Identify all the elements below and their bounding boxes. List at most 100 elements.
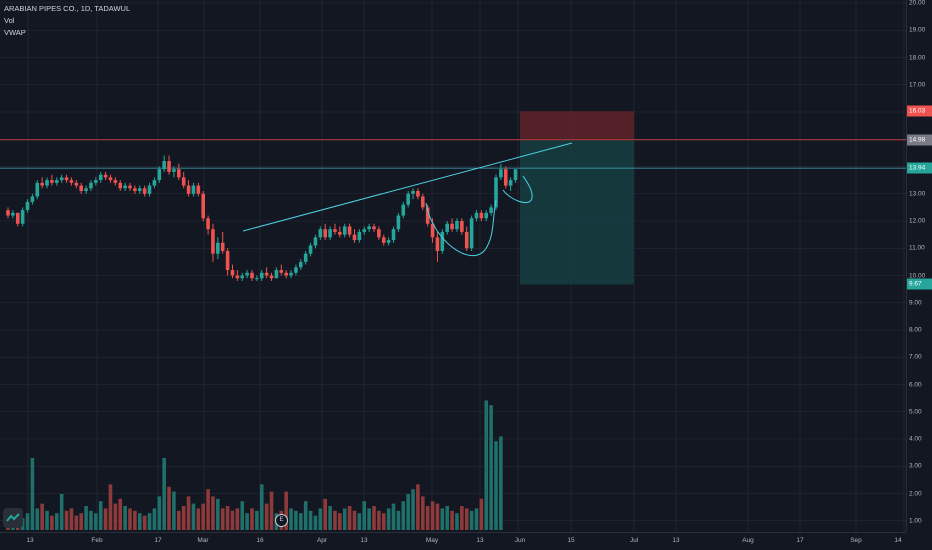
symbol-title[interactable]: ARABIAN PIPES CO., 1D, TADAWUL	[4, 4, 131, 13]
candle-body	[11, 212, 15, 216]
candle-body	[391, 229, 396, 241]
time-tick-label: Jul	[629, 537, 639, 544]
candle-body	[50, 180, 54, 183]
candle-body	[147, 185, 152, 194]
candle-body	[240, 275, 245, 279]
vwap-indicator-label[interactable]: VWAP	[4, 28, 26, 37]
candle-body	[206, 218, 210, 230]
volume-bar	[372, 506, 376, 530]
candle-body	[508, 180, 513, 186]
volume-bar	[123, 506, 127, 530]
price-tick-label: 7.00	[909, 353, 922, 361]
candle-body	[103, 174, 108, 178]
candle-body	[445, 223, 449, 232]
candle-body	[338, 231, 342, 235]
price-chart[interactable]	[0, 0, 906, 532]
volume-bar	[479, 498, 484, 530]
volume-bar	[421, 496, 425, 530]
price-tick-label: 1.00	[909, 517, 922, 525]
volume-bar	[206, 489, 210, 530]
volume-bar	[299, 513, 303, 530]
volume-bar	[250, 508, 254, 530]
volume-bar	[494, 441, 498, 530]
candle-body	[435, 237, 440, 251]
volume-bar	[381, 513, 386, 530]
price-axis[interactable]: 20.0019.0018.0017.0016.0015.0014.0013.00…	[906, 0, 932, 532]
volume-bar	[367, 508, 371, 530]
candle-body	[469, 218, 474, 249]
candle-body	[381, 237, 386, 243]
volume-bar	[201, 503, 205, 530]
volume-bar	[259, 484, 264, 530]
volume-bar	[216, 498, 220, 530]
volume-bar	[338, 513, 342, 530]
time-axis[interactable]: 13 Feb 17 Mar 16 Apr 13 May 13 Jun 15 Jul 13 Aug 17 Sep…	[0, 532, 906, 550]
candle-body	[357, 231, 362, 241]
cup-pattern-drawing	[425, 199, 497, 256]
volume-bar	[157, 496, 162, 530]
price-tick-label: 2.00	[909, 490, 922, 497]
chart-legend: ARABIAN PIPES CO., 1D, TADAWUL Vol VWAP	[4, 3, 130, 39]
candle-body	[89, 182, 93, 189]
volume-bar	[84, 506, 88, 530]
candle-body	[235, 275, 240, 279]
volume-bar	[181, 506, 186, 530]
price-tick-label: 6.00	[909, 381, 922, 388]
volume-bar	[328, 506, 332, 530]
candle-body	[318, 229, 323, 238]
candle-body	[513, 169, 518, 181]
candle-body	[35, 182, 40, 197]
candle-body	[328, 229, 332, 238]
candle-body	[25, 201, 30, 211]
volume-bar	[264, 503, 269, 530]
volume-bar	[147, 513, 152, 530]
volume-bar	[64, 510, 69, 530]
candle-body	[455, 221, 459, 230]
volume-bar	[499, 436, 503, 530]
price-tick-label: 19.00	[909, 26, 926, 34]
volume-bar	[464, 508, 469, 530]
candle-body	[411, 191, 415, 194]
candle-body	[186, 185, 191, 194]
volume-bar	[289, 508, 293, 530]
candle-body	[264, 272, 269, 276]
volume-bar	[40, 503, 44, 530]
candle-body	[79, 185, 83, 192]
candle-body	[269, 275, 274, 279]
candle-body	[494, 177, 498, 208]
candle-body	[55, 180, 59, 183]
candle-body	[274, 270, 279, 279]
volume-indicator-label[interactable]: Vol	[4, 16, 15, 25]
volume-bar	[450, 510, 454, 530]
time-tick-label: 14	[894, 537, 902, 544]
time-tick-label: 17	[154, 537, 162, 544]
candle-body	[74, 182, 79, 186]
candle-body	[430, 223, 435, 238]
volume-bar	[142, 515, 147, 530]
candle-body	[259, 272, 264, 279]
volume-bar	[98, 501, 103, 530]
candle-body	[503, 169, 508, 186]
volume-bar	[186, 496, 191, 530]
chart-area[interactable]: ARABIAN PIPES CO., 1D, TADAWUL Vol VWAP …	[0, 0, 906, 532]
volume-bar	[108, 484, 113, 530]
volume-bar	[391, 503, 396, 530]
candle-body	[142, 188, 147, 194]
tradingview-logo-icon[interactable]	[3, 508, 23, 528]
earnings-marker-icon[interactable]: E	[275, 514, 288, 527]
candle-body	[94, 180, 98, 183]
candle-body	[440, 231, 445, 251]
volume-bar	[94, 513, 98, 530]
candle-body	[133, 188, 137, 192]
candle-body	[484, 212, 489, 219]
candle-body	[15, 212, 20, 224]
volume-bar	[455, 513, 459, 530]
volume-bar	[342, 508, 347, 530]
volume-bar	[245, 513, 249, 530]
candle-body	[211, 229, 215, 254]
volume-bar	[430, 501, 435, 530]
price-tick-label: 18.00	[909, 54, 926, 61]
candle-body	[181, 177, 186, 186]
price-tick-label: 11.00	[909, 244, 925, 252]
candle-body	[177, 169, 181, 178]
